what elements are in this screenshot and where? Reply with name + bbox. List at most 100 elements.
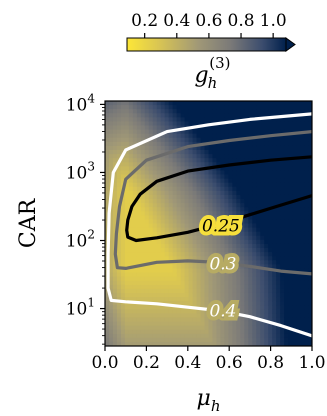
heatmap-cell bbox=[128, 252, 134, 257]
heatmap-cell bbox=[304, 280, 309, 286]
heatmap-cell bbox=[228, 276, 233, 282]
heatmap-cell bbox=[224, 333, 229, 339]
heatmap-cell bbox=[256, 194, 261, 200]
heatmap-cell bbox=[184, 227, 190, 233]
heatmap-cell bbox=[252, 203, 257, 208]
heatmap-cell bbox=[132, 178, 138, 184]
heatmap-cell bbox=[152, 325, 158, 331]
heatmap-cell bbox=[236, 333, 241, 339]
heatmap-cell bbox=[256, 166, 261, 172]
heatmap-cell bbox=[132, 170, 138, 176]
heatmap-cell bbox=[272, 243, 277, 249]
heatmap-cell bbox=[244, 239, 249, 245]
heatmap-cell bbox=[132, 194, 138, 200]
heatmap-cell bbox=[188, 129, 194, 135]
heatmap-cell bbox=[164, 313, 170, 319]
heatmap-cell bbox=[176, 215, 182, 221]
heatmap-cell bbox=[120, 284, 126, 290]
heatmap-cell bbox=[284, 292, 289, 298]
heatmap-cell bbox=[156, 215, 162, 221]
heatmap-cell bbox=[296, 317, 301, 323]
heatmap-cell bbox=[140, 325, 146, 331]
heatmap-cell bbox=[164, 101, 170, 106]
heatmap-cell bbox=[160, 297, 166, 302]
heatmap-cell bbox=[164, 178, 170, 184]
heatmap-cell bbox=[244, 341, 249, 346]
heatmap-cell bbox=[196, 329, 202, 335]
heatmap-cell bbox=[204, 215, 210, 221]
heatmap-cell bbox=[288, 252, 293, 257]
heatmap-cell bbox=[136, 199, 142, 204]
heatmap-cell bbox=[168, 162, 174, 167]
heatmap-cell bbox=[252, 309, 257, 314]
heatmap-cell bbox=[144, 141, 150, 147]
heatmap-cell bbox=[196, 297, 202, 302]
heatmap-cell bbox=[220, 133, 226, 139]
heatmap-cell bbox=[304, 178, 309, 184]
heatmap-cell bbox=[112, 158, 118, 163]
heatmap-cell bbox=[180, 243, 186, 249]
heatmap-cell bbox=[264, 211, 269, 216]
heatmap-cell bbox=[256, 145, 261, 151]
heatmap-cell bbox=[156, 280, 162, 286]
heatmap-cell bbox=[152, 215, 158, 221]
contour-label-halo: 0.25 bbox=[202, 217, 240, 237]
heatmap-cell bbox=[280, 145, 285, 151]
heatmap-cell bbox=[176, 297, 182, 302]
heatmap-cell bbox=[180, 215, 186, 221]
heatmap-cell bbox=[148, 227, 154, 233]
heatmap-cell bbox=[260, 248, 265, 253]
heatmap-cell bbox=[105, 166, 110, 172]
heatmap-cell bbox=[228, 321, 233, 327]
heatmap-cell bbox=[148, 305, 154, 310]
heatmap-cell bbox=[220, 109, 226, 114]
heatmap-cell bbox=[200, 219, 206, 225]
heatmap-cell bbox=[172, 301, 178, 306]
heatmap-cell bbox=[200, 194, 206, 200]
heatmap-cell bbox=[120, 243, 126, 249]
heatmap-cell bbox=[268, 313, 273, 319]
heatmap-cell bbox=[232, 145, 237, 151]
heatmap-cell bbox=[116, 243, 122, 249]
heatmap-cell bbox=[176, 313, 182, 319]
heatmap-cell bbox=[260, 145, 265, 151]
heatmap-cell bbox=[292, 211, 297, 216]
heatmap-cell bbox=[284, 141, 289, 147]
heatmap-cell bbox=[252, 333, 257, 339]
heatmap-cell bbox=[160, 219, 166, 225]
heatmap-cell bbox=[208, 145, 214, 151]
heatmap-cell bbox=[244, 252, 249, 257]
heatmap-cell bbox=[304, 309, 309, 314]
heatmap-cell bbox=[184, 337, 190, 343]
heatmap-cell bbox=[252, 248, 257, 253]
heatmap-cell bbox=[300, 280, 305, 286]
heatmap-cell bbox=[144, 203, 150, 208]
heatmap-cell bbox=[216, 170, 222, 176]
heatmap-cell bbox=[256, 337, 261, 343]
heatmap-cell bbox=[112, 301, 118, 306]
heatmap-cell bbox=[248, 137, 253, 143]
heatmap-cell bbox=[132, 117, 138, 123]
heatmap-cell bbox=[144, 105, 150, 110]
heatmap-cell bbox=[188, 133, 194, 139]
heatmap-cell bbox=[272, 337, 277, 343]
heatmap-cell bbox=[105, 215, 110, 221]
heatmap-cell bbox=[280, 207, 285, 212]
heatmap-cell bbox=[228, 223, 233, 229]
heatmap-cell bbox=[224, 276, 229, 282]
heatmap-cell bbox=[292, 231, 297, 237]
heatmap-cell bbox=[232, 154, 237, 159]
heatmap-cell bbox=[228, 337, 233, 343]
heatmap-cell bbox=[264, 321, 269, 327]
heatmap-cell bbox=[184, 252, 190, 257]
heatmap-cell bbox=[240, 309, 245, 314]
heatmap-cell bbox=[128, 288, 134, 294]
heatmap-cell bbox=[268, 305, 273, 310]
heatmap-cell bbox=[120, 158, 126, 163]
heatmap-cell bbox=[184, 268, 190, 274]
heatmap-cell bbox=[105, 325, 110, 331]
heatmap-cell bbox=[156, 219, 162, 225]
heatmap-cell bbox=[152, 223, 158, 229]
heatmap-cell bbox=[152, 252, 158, 257]
heatmap-cell bbox=[212, 243, 218, 249]
